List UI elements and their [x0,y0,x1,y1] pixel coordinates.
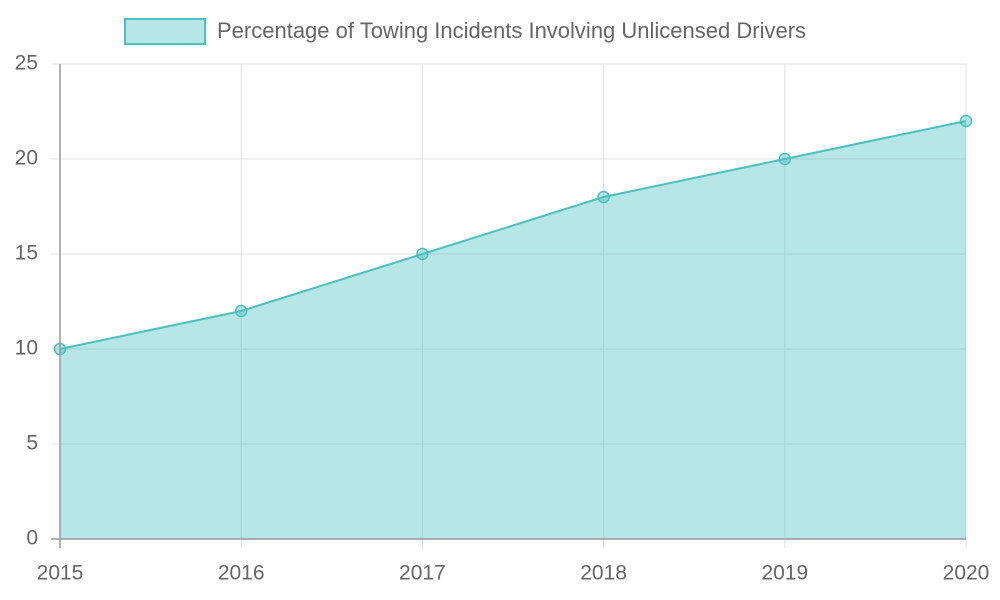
y-tick-label: 15 [15,242,38,265]
y-tick-label: 25 [15,52,38,75]
point [959,114,973,128]
x-tick-label: 2015 [37,562,84,585]
area-fill [60,121,966,539]
point [416,247,429,261]
y-tick-label: 10 [15,337,38,360]
y-tick-label: 5 [26,432,38,455]
x-tick-label: 2019 [761,562,808,585]
x-tick-label: 2017 [399,562,446,585]
legend-label: Percentage of Towing Incidents Involving… [217,18,806,43]
y-tick-label: 0 [26,527,38,550]
y-tick-label: 20 [15,147,38,170]
x-tick-label: 2018 [580,562,627,585]
point [597,190,610,204]
x-tick-label: 2016 [218,562,265,585]
legend-swatch [124,18,206,45]
point [234,304,248,318]
x-tick-label: 2020 [943,562,990,585]
point [778,152,792,166]
line [59,120,967,350]
